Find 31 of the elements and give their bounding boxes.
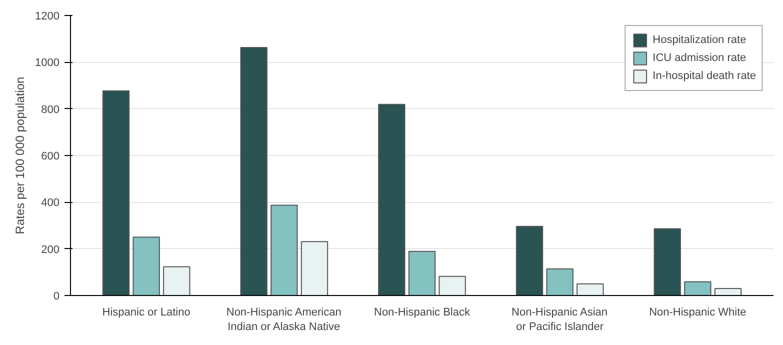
legend-label: In-hospital death rate: [652, 70, 756, 82]
y-axis-title: Rates per 100 000 population: [13, 76, 28, 234]
y-tick-label: 800: [41, 104, 60, 116]
bar: [576, 283, 604, 296]
x-tick-label: Non-Hispanic Asian or Pacific Islander: [512, 306, 608, 333]
bar: [438, 276, 466, 296]
y-tick-label: 200: [41, 244, 60, 256]
bar: [684, 281, 712, 296]
bar: [546, 268, 574, 296]
bar: [102, 90, 130, 296]
bar: [163, 266, 190, 296]
bar: [654, 228, 681, 296]
y-tick-label: 0: [53, 290, 60, 302]
legend-label: ICU admission rate: [652, 52, 746, 64]
legend-label: Hospitalization rate: [652, 34, 746, 46]
bar: [714, 288, 742, 296]
y-tick-label: 400: [41, 197, 60, 210]
y-tick-label: 1000: [35, 57, 60, 70]
bar: [132, 236, 160, 296]
bar: [270, 204, 298, 296]
bar: [516, 226, 544, 296]
x-tick-label: Non-Hispanic White: [649, 306, 746, 318]
x-tick-label: Non-Hispanic Black: [374, 306, 470, 318]
bar: [378, 104, 406, 296]
y-tick-label: 1200: [35, 10, 60, 22]
x-tick-label: Hispanic or Latino: [102, 306, 190, 318]
x-tick-label: Non-Hispanic American Indian or Alaska Native: [226, 306, 342, 333]
y-tick-label: 600: [41, 150, 60, 162]
bar: [300, 241, 328, 296]
bar: [240, 46, 268, 296]
bar: [408, 250, 436, 296]
